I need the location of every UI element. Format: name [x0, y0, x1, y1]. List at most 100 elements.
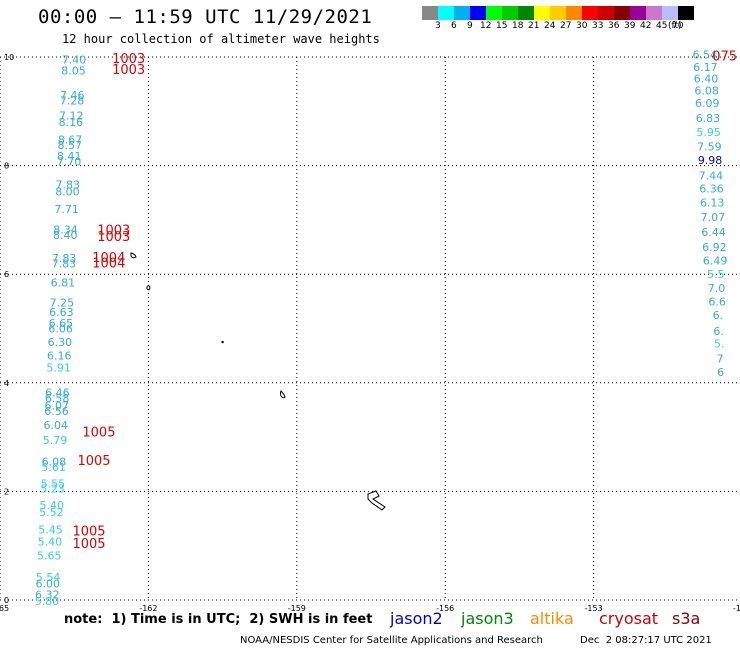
pressure-label: 1005	[72, 537, 105, 552]
swh-value-label: 7.59	[697, 141, 722, 154]
swh-value-label: 6.46	[45, 387, 70, 400]
color-scale-swatch	[614, 6, 630, 20]
swh-value-label: 8.57	[58, 139, 83, 152]
swh-value-label: 7.0	[708, 282, 726, 295]
island-outline	[221, 340, 224, 344]
swh-value-label: 7.83	[56, 179, 81, 192]
color-scale-swatch	[502, 6, 518, 20]
swh-value-label: 7.46	[60, 89, 85, 102]
swh-value-label: 6.36	[699, 182, 724, 195]
swh-value-label: 8.40	[53, 229, 78, 242]
lat-tick-label: 10	[4, 53, 14, 62]
swh-value-label: 6.44	[701, 226, 726, 239]
swh-value-label: 6.07	[44, 400, 69, 413]
pressure-label: 1003	[97, 224, 130, 239]
lon-tick-label: -150	[733, 604, 740, 613]
swh-value-label: 5.80	[35, 595, 60, 608]
lat-tick-label: 4	[4, 379, 9, 388]
swh-value-label: 6.17	[693, 61, 718, 74]
swh-value-label: 8.67	[58, 134, 83, 147]
swh-value-label: 6.40	[694, 73, 719, 86]
lat-tick-label: 8	[4, 162, 9, 171]
color-scale-label: 36	[608, 21, 620, 31]
swh-value-label: 5.40	[38, 535, 63, 548]
swh-value-label: 6.92	[702, 241, 727, 254]
swh-value-label: 6.81	[51, 276, 76, 289]
color-scale-swatch	[470, 6, 486, 20]
swh-value-label: 5.	[714, 338, 725, 351]
swh-value-label: 6.00	[36, 578, 61, 591]
color-scale-label: 42	[640, 21, 652, 31]
swh-value-label: 7	[716, 352, 723, 365]
swh-value-label: 5.91	[46, 362, 71, 375]
color-scale-label: 3	[435, 21, 441, 31]
swh-value-label: 6.32	[35, 589, 60, 602]
swh-value-label: 6.	[713, 325, 724, 338]
color-scale-swatch	[534, 6, 550, 20]
swh-value-label: 6.16	[47, 350, 72, 363]
island-outline	[130, 252, 137, 259]
color-scale-label: 30	[576, 21, 588, 31]
color-scale-label: 21	[528, 21, 540, 31]
map-subtitle: 12 hour collection of altimeter wave hei…	[62, 32, 380, 46]
pressure-label: 1003	[112, 63, 145, 78]
swh-value-label: 7.40	[62, 54, 87, 67]
color-scale-label: 15	[496, 21, 508, 31]
swh-value-label: 6.13	[700, 197, 725, 210]
color-scale-swatch	[518, 6, 534, 20]
pressure-label: 1003	[97, 230, 130, 245]
swh-value-label: 6.06	[48, 323, 73, 336]
swh-value-label: 7.12	[59, 110, 84, 123]
swh-value-label: 7.25	[50, 296, 75, 309]
color-scale-label: 6	[451, 21, 457, 31]
lon-tick-label: -156	[436, 604, 454, 613]
color-scale-label: 45	[656, 21, 668, 31]
swh-value-label: 6.65	[49, 317, 74, 330]
swh-value-label: 6	[717, 366, 724, 379]
swh-value-label: 8.00	[55, 186, 80, 199]
color-scale-swatch	[550, 6, 566, 20]
color-scale-label: 18	[512, 21, 524, 31]
swh-value-label: 5.45	[38, 523, 63, 536]
island-outline	[367, 490, 386, 511]
swh-value-label: 6.04	[44, 419, 69, 432]
color-scale-swatch	[582, 6, 598, 20]
color-scale-bar	[422, 6, 694, 20]
swh-value-label: 6.58	[45, 392, 70, 405]
color-scale-swatch	[678, 6, 694, 20]
swh-value-label: 7.83	[52, 257, 77, 270]
lon-tick-label: -165	[0, 604, 9, 613]
color-scale-label: 27	[560, 21, 572, 31]
swh-value-label: 8.34	[53, 224, 78, 237]
satellite-legend-jason2: jason2	[390, 609, 443, 628]
island-outline	[146, 285, 151, 291]
satellite-legend-jason3: jason3	[461, 609, 514, 628]
swh-value-label: 6.56	[44, 405, 69, 418]
color-scale-swatch	[630, 6, 646, 20]
color-scale-swatch	[566, 6, 582, 20]
lat-tick-label: 0	[4, 596, 9, 605]
color-scale-label: 39	[624, 21, 636, 31]
color-scale-label: 12	[480, 21, 492, 31]
color-scale-label: 70	[672, 21, 684, 31]
lon-tick-label: -159	[288, 604, 306, 613]
swh-value-label: 5.40	[40, 499, 65, 512]
color-scale-label: 9	[467, 21, 473, 31]
lon-tick-label: -162	[139, 604, 157, 613]
color-scale-swatch	[486, 6, 502, 20]
pressure-label: 1005	[82, 426, 115, 441]
swh-value-label: 5.23	[40, 483, 65, 496]
swh-value-label: 7.71	[54, 203, 79, 216]
pressure-label: 1005	[77, 454, 110, 469]
swh-value-label: 6.	[713, 309, 724, 322]
island-outline	[280, 390, 286, 399]
swh-value-label: 6.83	[696, 112, 721, 125]
swh-value-label: 8.05	[61, 65, 86, 78]
map-title: 00:00 – 11:59 UTC 11/29/2021	[38, 6, 373, 28]
swh-value-label: 5.61	[41, 461, 66, 474]
pressure-label: 1003	[112, 52, 145, 67]
swh-value-label: 7.83	[52, 252, 77, 265]
color-scale-swatch	[598, 6, 614, 20]
swh-value-label: 5.52	[39, 506, 64, 519]
